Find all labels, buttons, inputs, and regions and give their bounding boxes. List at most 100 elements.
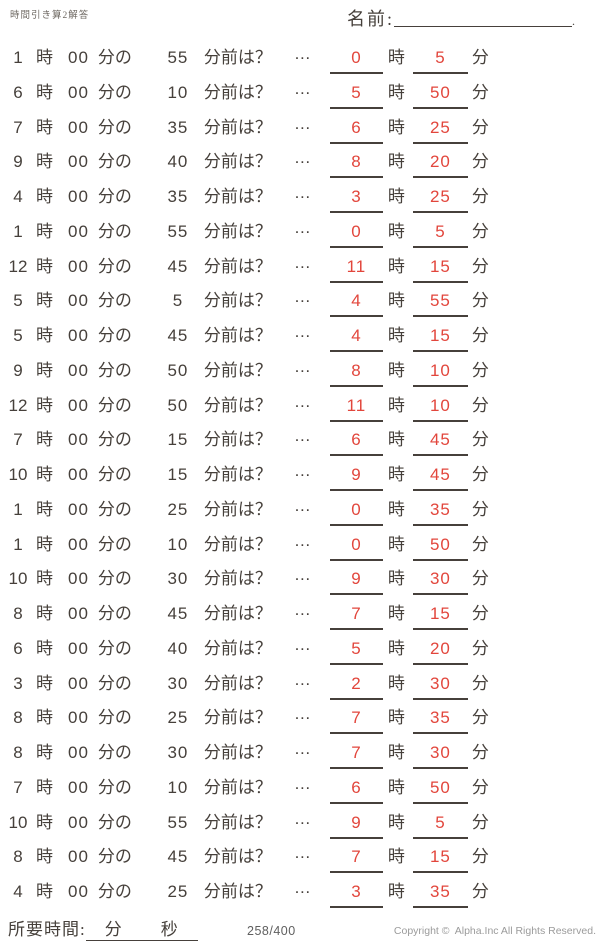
answer-minute-value: 50 bbox=[429, 534, 451, 554]
hour-label: 時 bbox=[387, 569, 405, 589]
problem-subtract-minutes: 10 bbox=[167, 777, 189, 797]
minutes-of-label: 分の bbox=[97, 777, 132, 797]
minutes-before-label: 分前は？ bbox=[203, 291, 272, 311]
problem-zero-minutes: 00 bbox=[68, 291, 89, 311]
answer-hour-line: 6 bbox=[329, 430, 383, 457]
hour-label: 時 bbox=[387, 847, 405, 867]
answer-hour-line: 9 bbox=[329, 465, 383, 491]
hour-label: 時 bbox=[36, 812, 53, 832]
minutes-before-label: 分前は？ bbox=[203, 326, 272, 345]
problem-row: 4 時 00 分の 25 分前は？ … 3 時 35 分 bbox=[0, 875, 600, 910]
answer-minute-value: 15 bbox=[429, 847, 451, 867]
problem-hour: 8 bbox=[13, 743, 23, 762]
minutes-of-label: 分の bbox=[97, 465, 132, 484]
answer-hour-value: 2 bbox=[351, 673, 362, 693]
minute-label: 分 bbox=[471, 499, 489, 519]
problem-row: 1 時 00 分の 55 分前は？ … 0 時 5 分 bbox=[0, 41, 600, 76]
minute-label: 分 bbox=[471, 638, 489, 658]
problem-hour: 9 bbox=[13, 152, 23, 172]
minute-label: 分 bbox=[471, 291, 489, 311]
minute-label: 分 bbox=[471, 187, 489, 206]
problem-row: 1 時 00 分の 10 分前は？ … 0 時 50 分 bbox=[0, 528, 600, 563]
minutes-of-label: 分の bbox=[97, 812, 132, 832]
hour-label: 時 bbox=[387, 812, 405, 832]
minutes-before-label: 分前は？ bbox=[203, 534, 272, 554]
answer-minute-value: 55 bbox=[429, 291, 451, 311]
problem-hour: 6 bbox=[13, 638, 23, 658]
minutes-before-label: 分前は？ bbox=[203, 812, 272, 832]
minute-label: 分 bbox=[471, 395, 489, 415]
problem-subtract-minutes: 45 bbox=[167, 326, 189, 345]
answer-minute-line: 20 bbox=[412, 639, 468, 665]
answer-hour-value: 6 bbox=[351, 117, 362, 137]
hour-label: 時 bbox=[387, 152, 405, 172]
ellipsis: … bbox=[293, 148, 312, 168]
answer-minute-value: 25 bbox=[429, 117, 451, 137]
answer-minute-value: 50 bbox=[429, 82, 451, 102]
minute-label: 分 bbox=[471, 360, 489, 380]
ellipsis: … bbox=[293, 530, 312, 550]
problem-subtract-minutes: 50 bbox=[167, 395, 189, 415]
worksheet-title: 時間引き算2解答 bbox=[10, 11, 90, 21]
ellipsis: … bbox=[293, 113, 312, 133]
answer-hour-value: 5 bbox=[351, 82, 362, 102]
problem-hour: 1 bbox=[13, 499, 23, 519]
problem-subtract-minutes: 55 bbox=[167, 812, 189, 832]
answer-minute-value: 30 bbox=[429, 743, 451, 762]
answer-minute-line: 35 bbox=[412, 882, 468, 908]
problem-subtract-minutes: 35 bbox=[167, 117, 189, 137]
problem-zero-minutes: 00 bbox=[68, 117, 89, 137]
answer-hour-line: 0 bbox=[329, 222, 383, 248]
problem-hour: 3 bbox=[13, 673, 23, 693]
minutes-before-label: 分前は？ bbox=[203, 256, 272, 276]
problem-zero-minutes: 00 bbox=[68, 465, 89, 484]
hour-label: 時 bbox=[36, 708, 53, 728]
minutes-of-label: 分の bbox=[97, 638, 132, 658]
problem-subtract-minutes: 25 bbox=[167, 882, 189, 901]
problem-row: 7 時 00 分の 35 分前は？ … 6 時 25 分 bbox=[0, 111, 600, 146]
minutes-of-label: 分の bbox=[97, 743, 132, 762]
problem-row: 12 時 00 分の 50 分前は？ … 11 時 10 分 bbox=[0, 389, 600, 424]
problem-zero-minutes: 00 bbox=[68, 638, 89, 658]
hour-label: 時 bbox=[36, 777, 53, 797]
problem-subtract-minutes: 45 bbox=[167, 604, 189, 623]
hour-label: 時 bbox=[36, 221, 53, 241]
answer-hour-value: 4 bbox=[351, 326, 362, 345]
answer-hour-line: 6 bbox=[329, 777, 383, 804]
problem-subtract-minutes: 15 bbox=[167, 430, 189, 450]
problem-hour: 12 bbox=[8, 256, 28, 276]
answer-hour-line: 11 bbox=[329, 257, 383, 283]
answer-minute-value: 35 bbox=[429, 708, 451, 728]
answer-minute-value: 35 bbox=[429, 882, 451, 901]
ellipsis: … bbox=[293, 878, 312, 897]
answer-minute-value: 30 bbox=[429, 569, 451, 589]
name-blank-line[interactable] bbox=[394, 26, 573, 27]
minute-label: 分 bbox=[471, 534, 489, 554]
minutes-before-label: 分前は？ bbox=[203, 465, 272, 484]
problem-subtract-minutes: 55 bbox=[167, 221, 189, 241]
hour-label: 時 bbox=[387, 638, 405, 658]
problem-hour: 6 bbox=[13, 82, 23, 102]
problem-hour: 9 bbox=[13, 360, 23, 380]
answer-hour-value: 6 bbox=[351, 777, 362, 797]
ellipsis: … bbox=[293, 808, 312, 828]
problem-subtract-minutes: 35 bbox=[167, 187, 189, 206]
problem-subtract-minutes: 40 bbox=[167, 152, 189, 172]
minutes-of-label: 分の bbox=[97, 82, 132, 102]
hour-label: 時 bbox=[36, 430, 53, 450]
problem-zero-minutes: 00 bbox=[68, 534, 89, 554]
ellipsis: … bbox=[293, 461, 312, 480]
minute-label: 分 bbox=[471, 152, 489, 172]
answer-hour-line: 0 bbox=[329, 500, 383, 526]
problem-row: 4 時 00 分の 35 分前は？ … 3 時 25 分 bbox=[0, 180, 600, 215]
hour-label: 時 bbox=[36, 82, 53, 102]
minute-label: 分 bbox=[471, 777, 489, 797]
ellipsis: … bbox=[293, 287, 312, 307]
hour-label: 時 bbox=[36, 117, 53, 137]
problem-row: 8 時 00 分の 45 分前は？ … 7 時 15 分 bbox=[0, 597, 600, 632]
minute-label: 分 bbox=[471, 604, 489, 623]
hour-label: 時 bbox=[387, 360, 405, 380]
answer-minute-line: 55 bbox=[412, 291, 468, 318]
answer-hour-line: 0 bbox=[329, 535, 383, 561]
problem-zero-minutes: 00 bbox=[68, 743, 89, 762]
